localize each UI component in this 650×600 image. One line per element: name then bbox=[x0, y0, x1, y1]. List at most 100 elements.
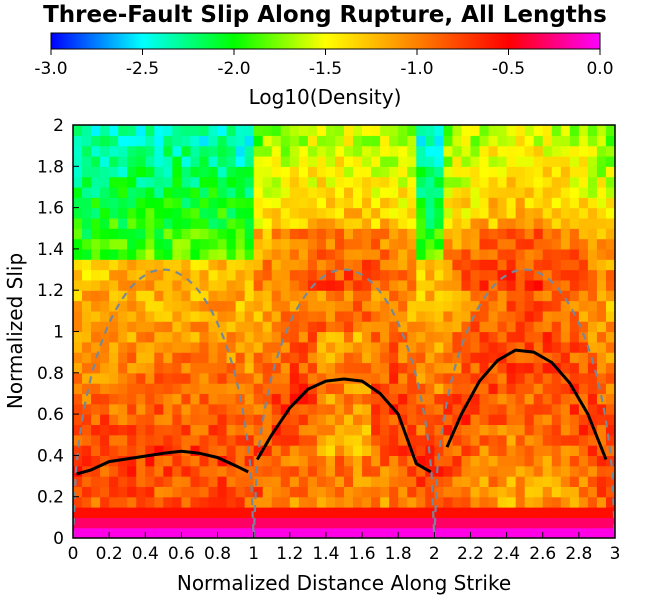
heatmap-cell bbox=[154, 424, 164, 436]
heatmap-cell bbox=[82, 176, 92, 188]
heatmap-cell bbox=[389, 527, 399, 538]
heatmap-cell bbox=[289, 424, 300, 436]
heatmap-cell bbox=[217, 207, 228, 219]
heatmap-cell bbox=[443, 176, 453, 188]
y-tick-label: 0.8 bbox=[37, 364, 64, 384]
heatmap-cell bbox=[289, 125, 300, 136]
heatmap-cell bbox=[389, 414, 399, 426]
heatmap-cell bbox=[118, 217, 128, 229]
heatmap-cell bbox=[253, 517, 264, 529]
heatmap-cell bbox=[100, 176, 110, 188]
heatmap-cell bbox=[461, 507, 472, 518]
heatmap-cell bbox=[515, 135, 526, 147]
heatmap-cell bbox=[515, 527, 526, 538]
heatmap-cell bbox=[551, 197, 562, 209]
heatmap-cell bbox=[334, 290, 345, 302]
heatmap-cell bbox=[163, 331, 173, 343]
heatmap-cell bbox=[425, 155, 435, 167]
heatmap-cell bbox=[253, 486, 264, 498]
heatmap-cell bbox=[380, 424, 390, 436]
heatmap-cell bbox=[407, 455, 417, 467]
heatmap-cell bbox=[307, 290, 318, 302]
heatmap-cell bbox=[515, 300, 526, 312]
heatmap-cell bbox=[226, 259, 237, 271]
heatmap-cell bbox=[416, 155, 426, 167]
heatmap-cell bbox=[199, 238, 210, 250]
heatmap-cell bbox=[560, 207, 571, 219]
heatmap-cell bbox=[163, 300, 173, 312]
heatmap-cell bbox=[145, 238, 155, 250]
heatmap-cell bbox=[425, 434, 435, 446]
heatmap-cell bbox=[362, 383, 372, 395]
heatmap-cell bbox=[425, 217, 435, 229]
heatmap-cell bbox=[145, 290, 155, 302]
heatmap-cell bbox=[109, 424, 119, 436]
heatmap-cell bbox=[371, 486, 381, 498]
heatmap-cell bbox=[316, 248, 327, 260]
heatmap-cell bbox=[190, 135, 201, 147]
heatmap-cell bbox=[587, 527, 598, 538]
heatmap-cell bbox=[362, 197, 372, 209]
heatmap-cell bbox=[289, 362, 300, 374]
heatmap-cell bbox=[506, 486, 517, 498]
heatmap-cell bbox=[199, 496, 210, 508]
x-tick-label: 1.2 bbox=[276, 544, 303, 564]
heatmap-cell bbox=[127, 465, 137, 477]
heatmap-cell bbox=[407, 290, 417, 302]
heatmap-cell bbox=[515, 186, 526, 198]
heatmap-cell bbox=[190, 507, 201, 518]
heatmap-cell bbox=[416, 145, 426, 157]
heatmap-cell bbox=[244, 424, 255, 436]
heatmap-cell bbox=[109, 135, 119, 147]
heatmap-cell bbox=[127, 352, 137, 364]
heatmap-cell bbox=[506, 476, 517, 487]
heatmap-cell bbox=[497, 455, 508, 467]
heatmap-cell bbox=[208, 414, 219, 426]
heatmap-cell bbox=[416, 248, 426, 260]
heatmap-cell bbox=[587, 290, 598, 302]
heatmap-cell bbox=[398, 321, 408, 333]
heatmap-cell bbox=[289, 155, 300, 167]
heatmap-cell bbox=[452, 228, 463, 240]
heatmap-cell bbox=[551, 321, 562, 333]
heatmap-cell bbox=[533, 414, 544, 426]
heatmap-cell bbox=[425, 259, 435, 271]
heatmap-cell bbox=[479, 476, 490, 487]
heatmap-cell bbox=[479, 341, 490, 353]
heatmap-cell bbox=[235, 331, 246, 343]
heatmap-cell bbox=[596, 207, 607, 219]
heatmap-cell bbox=[145, 300, 155, 312]
heatmap-cell bbox=[235, 176, 246, 188]
heatmap-cell bbox=[91, 341, 101, 353]
heatmap-cell bbox=[163, 507, 173, 518]
heatmap-cell bbox=[470, 517, 481, 529]
heatmap-cell bbox=[190, 300, 201, 312]
heatmap-cell bbox=[91, 496, 101, 508]
heatmap-cell bbox=[235, 125, 246, 136]
heatmap-cell bbox=[307, 445, 318, 456]
heatmap-cell bbox=[226, 217, 237, 229]
heatmap-cell bbox=[271, 321, 282, 333]
heatmap-cell bbox=[217, 403, 228, 415]
x-tick-label: 1.6 bbox=[349, 544, 376, 564]
heatmap-cell bbox=[551, 507, 562, 518]
heatmap-cell bbox=[389, 145, 399, 157]
heatmap-cell bbox=[443, 238, 453, 250]
heatmap-cell bbox=[280, 207, 291, 219]
heatmap-cell bbox=[253, 496, 264, 508]
heatmap-cell bbox=[82, 197, 92, 209]
heatmap-cell bbox=[443, 207, 453, 219]
heatmap-cell bbox=[154, 259, 164, 271]
reference-ellipse bbox=[433, 268, 615, 538]
heatmap-cell bbox=[578, 507, 589, 518]
heatmap-cell bbox=[371, 434, 381, 446]
heatmap-cell bbox=[271, 207, 282, 219]
heatmap-cell bbox=[506, 217, 517, 229]
heatmap-cell bbox=[389, 155, 399, 167]
heatmap-cell bbox=[452, 527, 463, 538]
heatmap-cell bbox=[100, 341, 110, 353]
heatmap-cell bbox=[398, 259, 408, 271]
heatmap-cell bbox=[298, 476, 309, 487]
heatmap-cell bbox=[118, 403, 128, 415]
heatmap-cell bbox=[596, 403, 607, 415]
